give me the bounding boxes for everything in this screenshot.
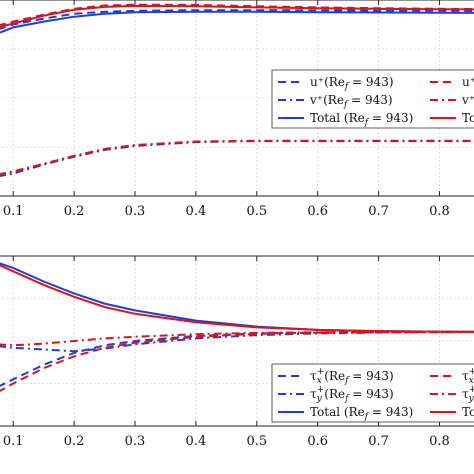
x-tick-label: 0.6 [307,434,328,449]
series-line [0,264,474,333]
x-tick-label: 0.7 [368,434,389,449]
x-tick-label: 0.4 [186,434,207,449]
series-line [0,4,474,28]
x-tick-label: 0.2 [64,204,85,219]
legend-entry: Tot [462,111,474,125]
x-tick-label: 0.8 [429,204,450,219]
x-tick-label: 0.3 [125,434,146,449]
legend-entry: τy+ [462,385,474,404]
series-line [0,139,474,176]
legend-entry: τx+(Ref = 943) [310,367,394,386]
legend-entry: Total (Ref = 943) [310,111,413,128]
x-tick-label: 0.5 [246,204,267,219]
x-tick-label: 0.4 [186,204,207,219]
legend-entry: u⁺(Ref = 943) [310,75,394,92]
top-panel: 0.1 0.2 0.3 0.4 0.5 0.6 0.7 0.8 u⁺(Ref = 943)v⁺(… [0,0,474,219]
legend-entry: v⁺(Ref = 943) [309,93,393,110]
series-line [0,140,474,178]
plot-frame [0,0,474,197]
plot-frame [0,255,474,427]
bottom-panel: 0.1 0.2 0.3 0.4 0.5 0.6 0.7 0.8τx+(Ref = 943)τy… [0,255,474,449]
legend-entry: v⁺ [461,93,474,107]
x-tick-label: 0.2 [64,434,85,449]
legend-entry: τx+ [462,367,474,386]
x-tick-label: 0.5 [246,434,267,449]
series-line [0,331,474,347]
x-tick-label: 0.3 [125,204,146,219]
legend-entry: u⁺ [462,75,474,89]
legend-entry: Total (Ref = 943) [310,405,413,422]
x-tick-label: 0.6 [307,204,328,219]
x-tick-label: 0.7 [368,204,389,219]
series-line [0,331,474,393]
series-line [0,331,474,388]
series-line [0,262,474,333]
series-line [0,9,474,30]
x-tick-label: 0.1 [3,434,24,449]
legend-entry: Tot [462,405,474,419]
x-tick-label: 0.1 [3,204,24,219]
x-tick-label: 0.8 [429,434,450,449]
series-line [0,10,474,34]
legend-entry: τy+(Ref = 943) [310,385,394,404]
